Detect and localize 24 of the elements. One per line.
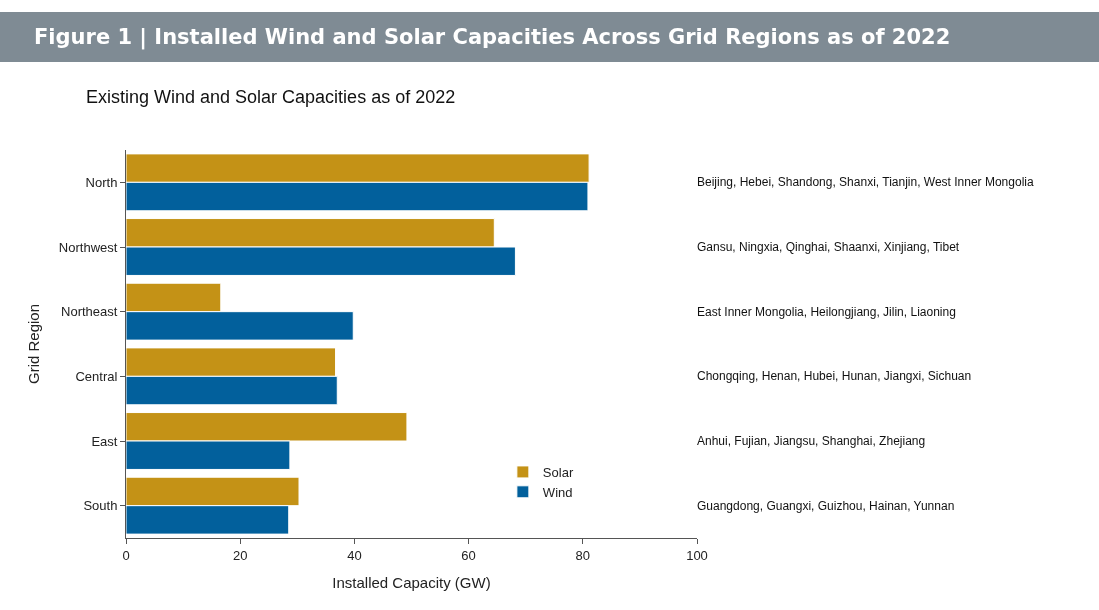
annotation: Gansu, Ningxia, Qinghai, Shaanxi, Xinjiang, Tibet xyxy=(697,240,960,254)
y-tick-label: Central xyxy=(75,368,118,384)
annotation: East Inner Mongolia, Heilongjiang, Jilin, Liaoning xyxy=(697,305,956,319)
y-tick-label: Northeast xyxy=(61,304,118,320)
x-tick-label: 100 xyxy=(686,547,708,563)
chart-subtitle: Existing Wind and Solar Capacities as of 2022 xyxy=(86,87,456,107)
x-tick-label: 20 xyxy=(232,547,248,563)
x-axis-title: Installed Capacity (GW) xyxy=(332,573,491,591)
legend-label: Solar xyxy=(542,464,574,480)
annotation: Anhui, Fujian, Jiangsu, Shanghai, Zhejiang xyxy=(697,434,926,448)
y-tick-label: East xyxy=(91,433,118,449)
y-tick-label: North xyxy=(85,174,118,190)
x-tick-label: 40 xyxy=(347,547,362,563)
chart-title: Figure 1 | Installed Wind and Solar Capacities Across Grid Regions as of 2022 xyxy=(34,25,951,51)
annotation: Chongqing, Henan, Hubei, Hunan, Jiangxi, Sichuan xyxy=(697,369,972,383)
y-tick-label: Northwest xyxy=(58,239,118,255)
y-tick-label: South xyxy=(83,498,118,514)
annotation: Beijing, Hebei, Shandong, Shanxi, Tianjin, West Inner Mongolia xyxy=(697,175,1034,189)
y-axis-title: Grid Region xyxy=(25,303,43,385)
x-tick-label: 60 xyxy=(461,547,476,563)
x-tick-label: 80 xyxy=(575,547,591,563)
annotation: Guangdong, Guangxi, Guizhou, Hainan, Yunnan xyxy=(697,499,955,513)
x-tick-label: 0 xyxy=(122,547,130,563)
legend-label: Wind xyxy=(542,484,573,500)
